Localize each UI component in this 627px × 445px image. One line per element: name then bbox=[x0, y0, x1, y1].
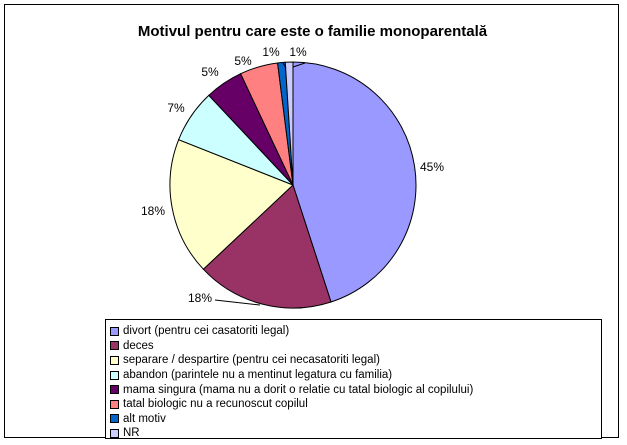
pie-slice bbox=[284, 61, 294, 186]
legend-label: tatal biologic nu a recunoscut copilul bbox=[123, 398, 308, 411]
legend-swatch bbox=[110, 385, 119, 395]
legend-swatch bbox=[110, 428, 119, 438]
legend-label: deces bbox=[123, 339, 154, 352]
leader-line bbox=[214, 299, 261, 306]
legend-swatch bbox=[110, 370, 119, 380]
legend-item: abandon (parintele nu a mentinut legatur… bbox=[110, 368, 601, 383]
pie-chart: 45% 18% 18% 7% 5% 5% 1% 1% bbox=[141, 45, 444, 309]
data-label: 1% bbox=[262, 45, 280, 59]
legend-swatch bbox=[110, 399, 119, 409]
data-label: 18% bbox=[141, 204, 165, 218]
pie-slice bbox=[292, 61, 417, 303]
data-label: 1% bbox=[289, 45, 307, 59]
legend-label: NR bbox=[123, 427, 140, 440]
legend-item: alt motiv bbox=[110, 412, 601, 427]
chart-title: Motivul pentru care este o familie monop… bbox=[137, 23, 488, 40]
legend-item: deces bbox=[110, 339, 601, 354]
chart-frame: Motivul pentru care este o familie monop… bbox=[4, 4, 619, 439]
legend-label: mama singura (mama nu a dorit o relatie … bbox=[123, 383, 474, 396]
legend-item: separare / despartire (pentru cei necasa… bbox=[110, 353, 601, 368]
pie-slice bbox=[169, 139, 294, 270]
data-label: 7% bbox=[167, 101, 185, 115]
legend-swatch bbox=[110, 414, 119, 424]
leader-line bbox=[282, 62, 287, 69]
legend-swatch bbox=[110, 326, 119, 336]
legend-item: NR bbox=[110, 426, 601, 441]
data-label: 45% bbox=[420, 160, 444, 174]
legend: divort (pentru cei casatoriti legal) dece… bbox=[105, 319, 602, 439]
data-label: 18% bbox=[188, 291, 212, 305]
legend-item: divort (pentru cei casatoriti legal) bbox=[110, 324, 601, 339]
legend-label: divort (pentru cei casatoriti legal) bbox=[123, 325, 290, 338]
legend-label: separare / despartire (pentru cei necasa… bbox=[123, 354, 380, 367]
pie-slice bbox=[202, 184, 332, 309]
legend-swatch bbox=[110, 355, 119, 365]
leader-line bbox=[292, 62, 306, 68]
legend-label: alt motiv bbox=[123, 412, 166, 425]
data-label: 5% bbox=[234, 54, 252, 68]
legend-label: abandon (parintele nu a mentinut legatur… bbox=[123, 369, 393, 382]
legend-item: tatal biologic nu a recunoscut copilul bbox=[110, 397, 601, 412]
legend-item: mama singura (mama nu a dorit o relatie … bbox=[110, 382, 601, 397]
legend-swatch bbox=[110, 341, 119, 351]
data-label: 5% bbox=[201, 65, 219, 79]
